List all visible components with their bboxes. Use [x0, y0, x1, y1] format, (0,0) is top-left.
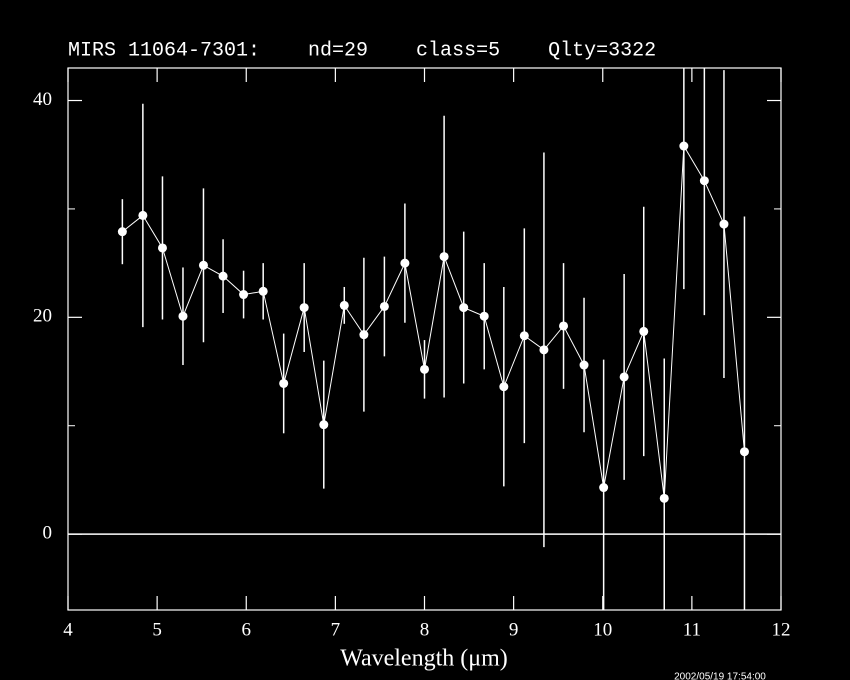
- data-point: [239, 290, 249, 300]
- x-tick-label: 8: [420, 619, 430, 640]
- x-tick-label: 10: [593, 619, 612, 640]
- y-tick-label: 0: [43, 522, 53, 543]
- data-point: [178, 311, 188, 321]
- data-point: [117, 227, 127, 237]
- x-tick-label: 5: [152, 619, 162, 640]
- data-point: [339, 300, 349, 310]
- y-tick-label: 40: [33, 89, 52, 110]
- data-point: [439, 252, 449, 262]
- data-point: [379, 301, 389, 311]
- x-tick-label: 4: [63, 619, 73, 640]
- data-line: [122, 144, 745, 499]
- data-point: [299, 303, 309, 313]
- data-point: [459, 303, 469, 313]
- data-point: [279, 378, 289, 388]
- data-point: [420, 364, 429, 374]
- plot-area: [117, 68, 749, 610]
- x-tick-label: 11: [683, 619, 701, 640]
- data-point: [539, 345, 549, 355]
- data-point: [719, 219, 729, 229]
- data-point: [499, 382, 509, 392]
- x-tick-label: 12: [772, 619, 791, 640]
- x-axis-label: Wavelength (μm): [340, 646, 508, 672]
- x-tick-label: 9: [509, 619, 519, 640]
- chart-title: MIRS 11064-7301: nd=29 class=5 Qlty=3322: [68, 39, 656, 62]
- data-point: [400, 258, 410, 268]
- x-tick-label: 6: [242, 619, 252, 640]
- data-point: [157, 243, 167, 253]
- data-point: [138, 210, 148, 220]
- data-point: [659, 493, 669, 503]
- data-point: [218, 271, 228, 281]
- data-point: [619, 372, 629, 382]
- data-point: [639, 326, 649, 336]
- data-point: [579, 360, 589, 370]
- data-point: [699, 176, 709, 186]
- y-tick-label: 20: [33, 306, 52, 327]
- data-point: [479, 311, 489, 321]
- timestamp: 2002/05/19 17:54:00: [674, 672, 766, 680]
- data-point: [599, 483, 609, 493]
- data-point: [519, 331, 529, 341]
- data-point: [198, 260, 208, 270]
- data-point: [258, 286, 268, 296]
- data-point: [359, 330, 369, 340]
- data-point: [319, 420, 329, 430]
- data-point: [559, 321, 569, 331]
- data-point: [679, 141, 689, 151]
- x-tick-label: 7: [331, 619, 341, 640]
- data-point: [739, 447, 749, 457]
